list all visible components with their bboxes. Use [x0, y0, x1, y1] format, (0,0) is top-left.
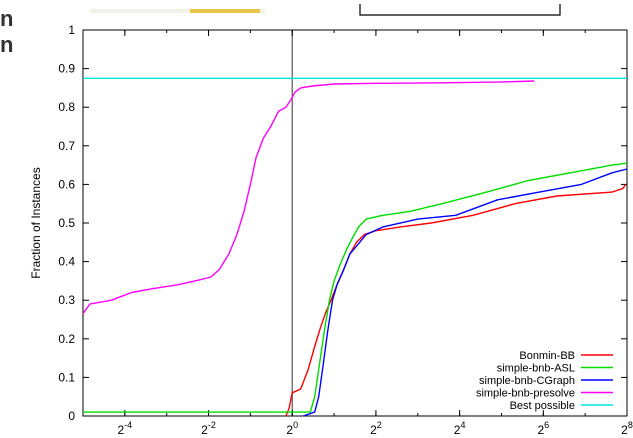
y-tick-label: 0.6 — [58, 177, 75, 191]
y-axis-title: Fraction of Instances — [29, 167, 43, 278]
series-line — [302, 168, 628, 417]
cropped-heading-letter: n — [0, 6, 14, 31]
y-tick-label: 0.7 — [58, 139, 75, 153]
x-tick-label: 2-4 — [117, 420, 132, 437]
x-tick-exponent: 4 — [460, 420, 465, 430]
x-tick-label: 24 — [454, 420, 466, 437]
cropped-page-heading: n n — [0, 0, 30, 60]
y-tick-label: 0.3 — [58, 293, 75, 307]
cropped-heading-letter: n — [0, 32, 14, 57]
x-tick-label: 22 — [370, 420, 382, 437]
x-tick-exponent: -2 — [208, 420, 216, 430]
x-tick-label: 20 — [286, 420, 298, 437]
x-tick-exponent: 0 — [293, 420, 298, 430]
y-tick-label: 0.2 — [58, 332, 75, 346]
y-tick-label: 0.5 — [58, 216, 75, 230]
series-lines — [82, 77, 628, 417]
y-tick-label: 1 — [68, 23, 75, 37]
axis-ticks — [82, 29, 628, 417]
legend-label: simple-bnb-ASL — [497, 363, 575, 375]
legend-label: Best possible — [510, 400, 575, 412]
x-tick-label: 28 — [621, 420, 633, 437]
y-tick-label: 0 — [68, 409, 75, 423]
x-tick-label: 2-2 — [201, 420, 216, 437]
cropped-toolbar-fragment — [90, 9, 265, 13]
legend-label: simple-bnb-CGraph — [479, 375, 575, 387]
x-tick-exponent: 8 — [628, 420, 633, 430]
x-tick-exponent: 2 — [377, 420, 382, 430]
x-tick-exponent: 6 — [544, 420, 549, 430]
y-tick-label: 0.1 — [58, 370, 75, 384]
cropped-bracket-fragment — [359, 4, 561, 16]
legend-label: Bonmin-BB — [519, 350, 575, 362]
x-axis-tick-labels: 2-4 2-2 20 22 24 26 28 — [117, 420, 632, 437]
y-tick-label: 0.9 — [58, 62, 75, 76]
legend: Bonmin-BBsimple-bnb-ASLsimple-bnb-CGraph… — [476, 350, 613, 412]
y-tick-label: 0.4 — [58, 255, 75, 269]
legend-label: simple-bnb-presolve — [476, 388, 575, 400]
y-tick-label: 0.8 — [58, 100, 75, 114]
series-line — [82, 80, 535, 315]
series-line — [83, 162, 628, 413]
y-axis-tick-labels: 0 0.1 0.2 0.3 0.4 0.5 0.6 0.7 0.8 0.9 1 — [58, 23, 75, 423]
x-tick-label: 26 — [537, 420, 549, 437]
x-tick-exponent: -4 — [124, 420, 132, 430]
